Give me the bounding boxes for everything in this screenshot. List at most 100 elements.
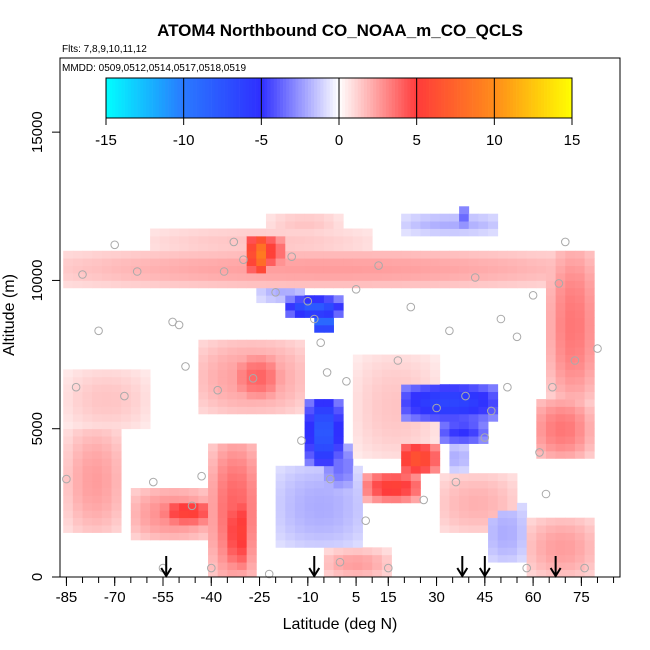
- heatmap-cell: [179, 235, 190, 244]
- heatmap-cell: [507, 510, 518, 519]
- heatmap-cell: [391, 406, 402, 415]
- heatmap-cell: [179, 525, 190, 533]
- heatmap-cell: [246, 399, 257, 407]
- observation-point: [522, 563, 532, 573]
- heatmap-cell: [517, 250, 528, 259]
- heatmap-cell: [391, 450, 402, 459]
- heatmap-cell: [362, 235, 373, 244]
- heatmap-cell: [517, 525, 528, 533]
- heatmap-cell: [574, 554, 585, 563]
- heatmap-cell: [410, 221, 421, 229]
- heatmap-cell: [304, 406, 315, 415]
- heatmap-cell: [584, 547, 595, 556]
- heatmap-cell: [275, 265, 286, 274]
- heatmap-cell: [555, 310, 566, 318]
- heatmap-cell: [430, 354, 441, 363]
- colorbar-cell: [264, 78, 268, 118]
- heatmap-cell: [449, 465, 460, 474]
- heatmap-cell: [237, 250, 248, 259]
- heatmap-cell: [555, 421, 566, 430]
- heatmap-cell: [517, 554, 528, 563]
- heatmap-cell: [565, 525, 576, 533]
- heatmap-cell: [63, 421, 74, 430]
- heatmap-cell: [352, 517, 363, 526]
- heatmap-cell: [372, 428, 383, 437]
- heatmap-cell: [584, 554, 595, 563]
- heatmap-cell: [372, 354, 383, 363]
- heatmap-cell: [574, 280, 585, 289]
- heatmap-cell: [449, 443, 460, 452]
- heatmap-cell: [217, 361, 228, 370]
- heatmap-cell: [101, 406, 112, 415]
- heatmap-cell: [507, 554, 518, 563]
- heatmap-cell: [459, 465, 470, 474]
- heatmap-cell: [420, 221, 431, 229]
- heatmap-cell: [410, 406, 421, 415]
- heatmap-cell: [430, 250, 441, 259]
- observation-point: [361, 516, 371, 526]
- heatmap-cell: [468, 421, 479, 430]
- heatmap-cell: [468, 250, 479, 259]
- heatmap-cell: [294, 376, 305, 385]
- heatmap-cell: [362, 473, 373, 482]
- arrow-head: [456, 567, 469, 578]
- heatmap-cell: [285, 310, 296, 318]
- heatmap-cell: [555, 347, 566, 355]
- heatmap-cell: [401, 399, 412, 407]
- heatmap-cell: [150, 502, 161, 511]
- heatmap-cell: [439, 473, 450, 482]
- heatmap-cell: [159, 250, 170, 259]
- heatmap-cell: [72, 502, 83, 511]
- heatmap-cell: [188, 525, 199, 533]
- heatmap-cell: [439, 265, 450, 274]
- heatmap-cell: [265, 384, 277, 393]
- heatmap-cell: [63, 250, 74, 259]
- heatmap-cell: [159, 525, 170, 533]
- heatmap-cell: [565, 324, 576, 333]
- heatmap-cell: [555, 413, 566, 422]
- heatmap-cell: [584, 302, 595, 311]
- heatmap-cell: [314, 539, 325, 548]
- heatmap-cell: [275, 539, 286, 548]
- heatmap-cell: [208, 495, 219, 504]
- heatmap-cell: [526, 525, 537, 533]
- colorbar-cell: [485, 78, 489, 118]
- heatmap-cell: [555, 562, 566, 570]
- heatmap-cell: [410, 458, 421, 467]
- heatmap-cell: [372, 443, 383, 452]
- heatmap-cell: [449, 250, 460, 259]
- heatmap-cell: [478, 399, 489, 407]
- heatmap-cell: [545, 310, 557, 318]
- heatmap-cell: [565, 384, 576, 393]
- heatmap-cell: [565, 332, 576, 341]
- colorbar-cell: [488, 78, 492, 118]
- heatmap-cell: [507, 473, 518, 482]
- colorbar-tick-label: 0: [335, 132, 343, 149]
- heatmap-cell: [217, 502, 228, 511]
- heatmap-cell: [401, 258, 412, 266]
- heatmap-cell: [468, 480, 479, 489]
- heatmap-cell: [507, 495, 518, 504]
- heatmap-cell: [420, 258, 431, 266]
- heatmap-cell: [362, 488, 373, 496]
- heatmap-cell: [545, 347, 557, 355]
- heatmap-cell: [208, 443, 219, 452]
- heatmap-cell: [488, 554, 499, 563]
- y-axis-label: Altitude (m): [1, 274, 18, 356]
- heatmap-cell: [362, 228, 373, 237]
- observation-point: [480, 433, 490, 442]
- heatmap-cell: [545, 361, 557, 370]
- heatmap-cell: [92, 376, 103, 385]
- heatmap-cell: [188, 517, 199, 526]
- heatmap-cell: [478, 495, 489, 504]
- heatmap-cell: [555, 517, 566, 526]
- heatmap-cell: [401, 273, 412, 281]
- heatmap-cell: [507, 488, 518, 496]
- heatmap-cell: [111, 525, 122, 533]
- colorbar-cell: [410, 78, 414, 118]
- heatmap-cell: [92, 473, 103, 482]
- heatmap-cell: [488, 517, 499, 526]
- heatmap-cell: [430, 443, 441, 452]
- observation-point: [580, 563, 589, 573]
- heatmap-cell: [265, 265, 277, 274]
